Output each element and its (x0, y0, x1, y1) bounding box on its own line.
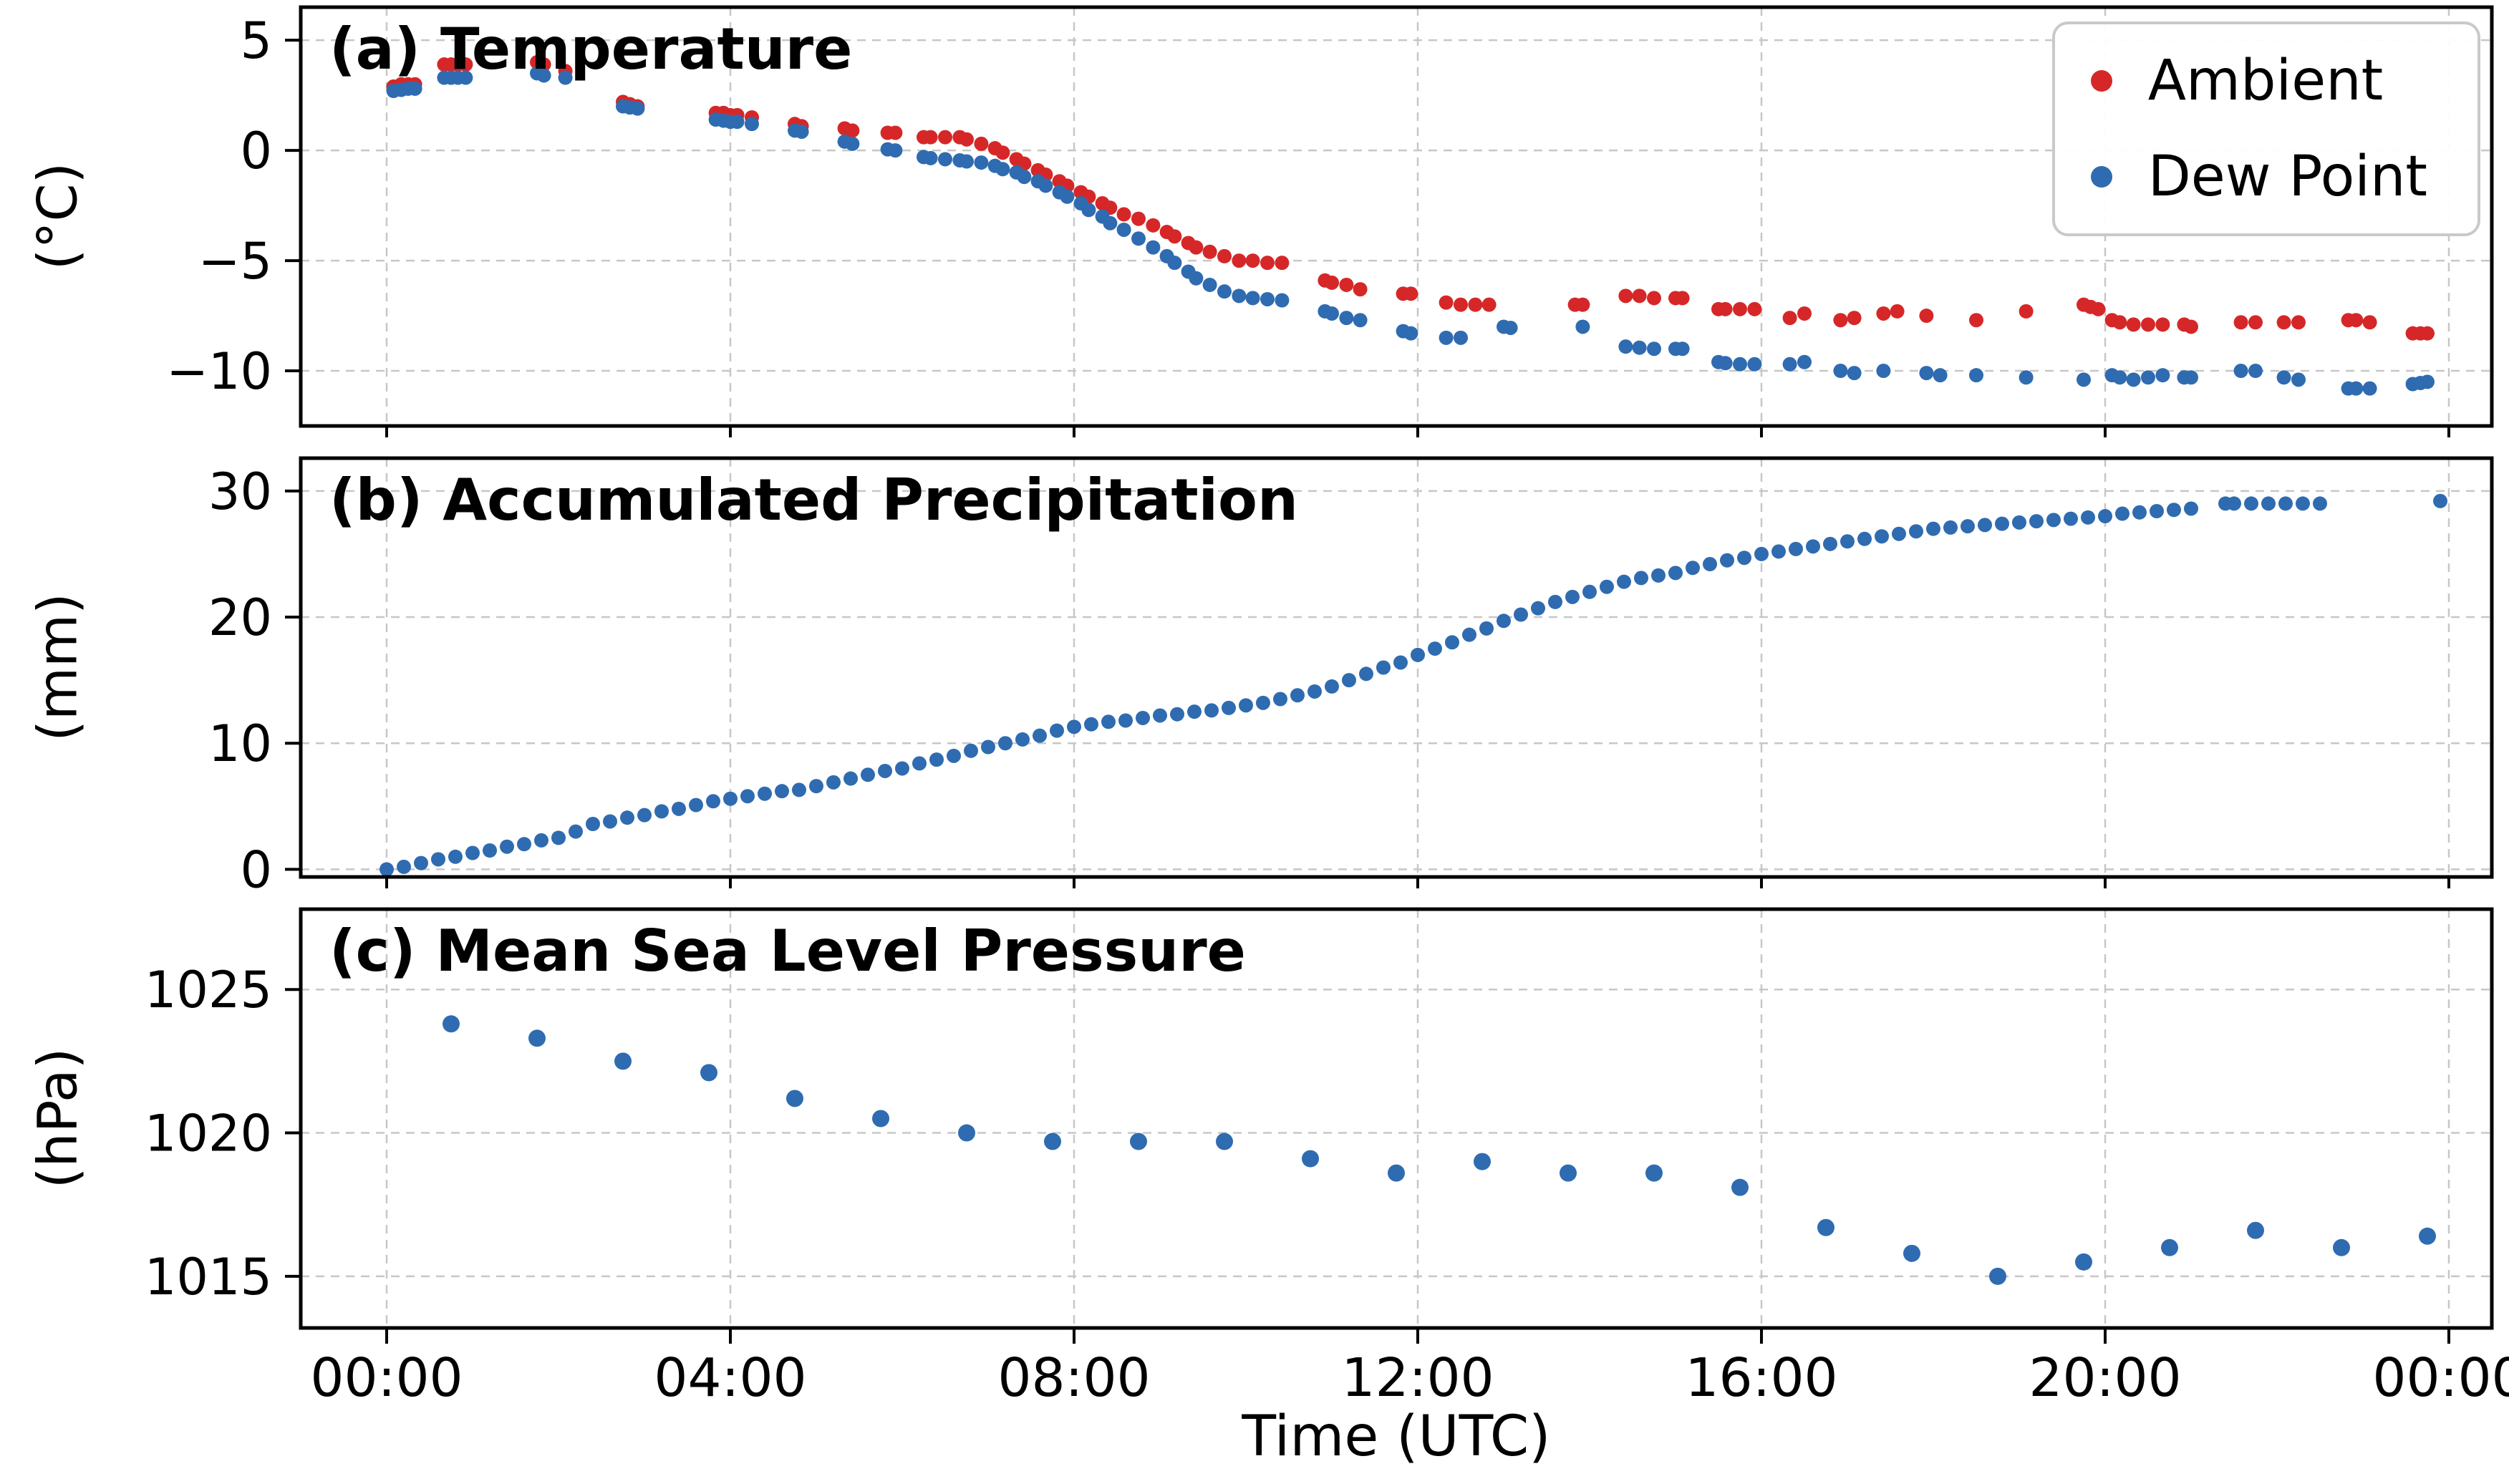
dew-point-marker-icon (2090, 166, 2112, 188)
x-axis-label: Time (UTC) (1242, 1405, 1551, 1469)
svg-text:00:00: 00:00 (2372, 1347, 2509, 1409)
panel-a-title: (a) Temperature (329, 16, 853, 82)
svg-text:20:00: 20:00 (2029, 1347, 2181, 1409)
panel-c-title: (c) Mean Sea Level Pressure (329, 918, 1246, 984)
svg-text:−5: −5 (198, 232, 272, 291)
svg-text:12:00: 12:00 (1341, 1347, 1494, 1409)
svg-text:1020: 1020 (145, 1105, 272, 1163)
svg-text:0: 0 (240, 122, 272, 180)
svg-text:08:00: 08:00 (997, 1347, 1150, 1409)
legend-entry-ambient: Ambient (2090, 49, 2427, 113)
svg-text:1025: 1025 (145, 961, 272, 1019)
legend-entry-dew-point: Dew Point (2090, 145, 2427, 209)
legend-label-dew-point: Dew Point (2147, 145, 2427, 209)
panel-c-ylabel: (hPa) (25, 1047, 90, 1189)
svg-text:04:00: 04:00 (654, 1347, 806, 1409)
svg-text:20: 20 (208, 588, 272, 647)
legend-label-ambient: Ambient (2147, 49, 2384, 113)
svg-text:5: 5 (240, 11, 272, 70)
panel-b-title: (b) Accumulated Precipitation (329, 467, 1298, 533)
svg-text:16:00: 16:00 (1685, 1347, 1837, 1409)
panel-b-ylabel: (mm) (25, 593, 90, 742)
svg-text:30: 30 (208, 462, 272, 521)
svg-text:−10: −10 (166, 342, 272, 401)
svg-text:10: 10 (208, 714, 272, 773)
panel-a-ylabel: (°C) (25, 162, 90, 271)
svg-text:0: 0 (240, 840, 272, 899)
legend: Ambient Dew Point (2051, 21, 2480, 236)
ambient-marker-icon (2090, 70, 2112, 92)
svg-text:1015: 1015 (145, 1248, 272, 1306)
svg-text:00:00: 00:00 (310, 1347, 463, 1409)
